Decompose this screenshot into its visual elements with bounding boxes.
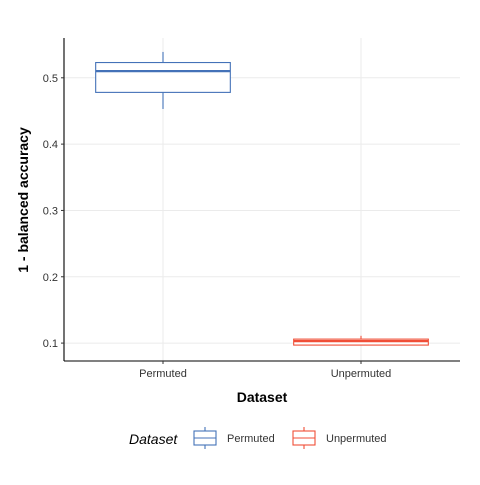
axes: 0.1 0.2 0.3 0.4 0.5 Permuted Unpermuted: [43, 38, 460, 380]
legend-label-unpermuted: Unpermuted: [326, 433, 387, 445]
box-plot-marks: [95, 51, 429, 346]
x-tick-label: Unpermuted: [331, 368, 392, 380]
y-tick-label: 0.4: [43, 139, 58, 151]
box-unpermuted: [293, 335, 429, 346]
box-permuted: [95, 51, 231, 109]
legend-label-permuted: Permuted: [227, 433, 275, 445]
y-tick-label: 0.1: [43, 338, 58, 350]
y-tick-label: 0.2: [43, 272, 58, 284]
legend: Dataset Permuted Unpermuted: [129, 427, 387, 449]
x-axis-title: Dataset: [237, 389, 288, 405]
y-tick-label: 0.5: [43, 73, 58, 85]
x-tick-label: Permuted: [139, 368, 187, 380]
y-axis-title: 1 - balanced accuracy: [15, 127, 31, 273]
y-tick-label: 0.3: [43, 205, 58, 217]
iqr-box: [95, 61, 231, 93]
legend-title: Dataset: [129, 431, 178, 447]
